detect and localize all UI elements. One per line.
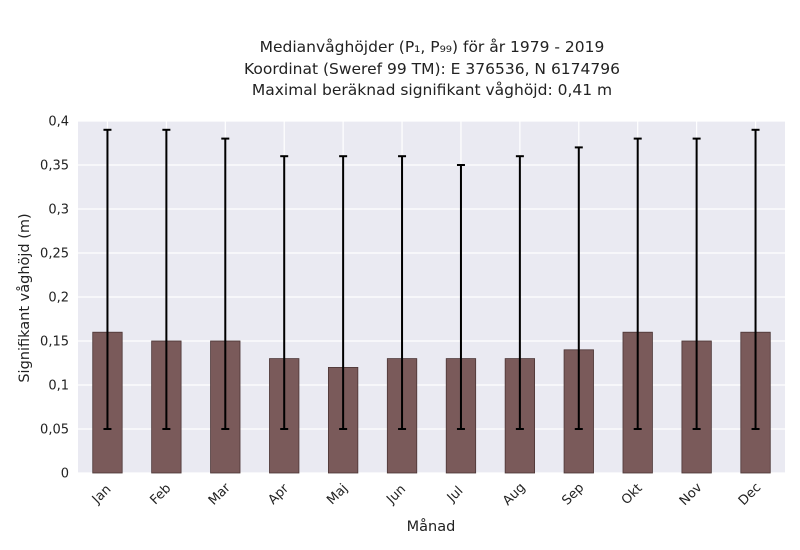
y-tick-label: 0,35 xyxy=(40,159,69,174)
x-tick-label: Nov xyxy=(677,480,706,509)
x-tick-label: Maj xyxy=(324,481,351,508)
error-bar-feb xyxy=(162,128,171,430)
y-tick-label: 0,15 xyxy=(40,335,69,350)
x-tick-label: Dec xyxy=(736,480,764,508)
x-tick-label: Aug xyxy=(500,480,529,509)
y-axis-label: Signifikant våghöjd (m) xyxy=(16,213,33,382)
error-bar-dec xyxy=(751,128,760,430)
error-bar-jan xyxy=(103,128,112,430)
y-tick-label: 0,1 xyxy=(48,379,69,394)
x-tick-label: Jun xyxy=(383,482,409,508)
error-bar-jun xyxy=(398,155,407,430)
error-bar-nov xyxy=(692,137,701,430)
x-tick-label: Feb xyxy=(147,481,174,508)
error-bar-maj xyxy=(339,155,348,430)
x-tick-label: Okt xyxy=(619,481,646,508)
x-tick-label: Mar xyxy=(206,480,234,508)
error-bar-mar xyxy=(221,137,230,430)
y-tick-label: 0,3 xyxy=(48,203,69,218)
error-bar-apr xyxy=(280,155,289,430)
error-bar-jul xyxy=(456,164,465,430)
x-axis-ticks: Jan Feb Mar Apr Maj Jun Jul Aug Sep Okt Nov Dec xyxy=(89,480,764,509)
x-tick-label: Jan xyxy=(89,482,114,507)
y-tick-label: 0 xyxy=(61,467,69,482)
y-tick-label: 0,4 xyxy=(48,115,69,130)
y-tick-label: 0,25 xyxy=(40,247,69,262)
x-tick-label: Apr xyxy=(265,481,292,508)
error-bar-okt xyxy=(633,137,642,430)
title-line-1: Medianvåghöjder (P₁, P₉₉) för år 1979 - … xyxy=(260,38,605,56)
x-tick-label: Jul xyxy=(444,484,466,506)
x-tick-label: Sep xyxy=(559,481,587,509)
error-bar-aug xyxy=(515,155,524,430)
error-bars xyxy=(103,128,760,430)
y-tick-label: 0,2 xyxy=(48,291,69,306)
x-axis-label: Månad xyxy=(407,518,456,535)
y-axis-ticks: 0 0,05 0,1 0,15 0,2 0,25 0,3 0,35 0,4 xyxy=(40,115,69,482)
y-tick-label: 0,05 xyxy=(40,423,69,438)
title-line-3: Maximal beräknad signifikant våghöjd: 0,… xyxy=(252,81,612,99)
chart-title: Medianvåghöjder (P₁, P₉₉) för år 1979 - … xyxy=(244,38,620,99)
error-bar-sep xyxy=(574,146,583,430)
title-line-2: Koordinat (Sweref 99 TM): E 376536, N 61… xyxy=(244,60,620,78)
